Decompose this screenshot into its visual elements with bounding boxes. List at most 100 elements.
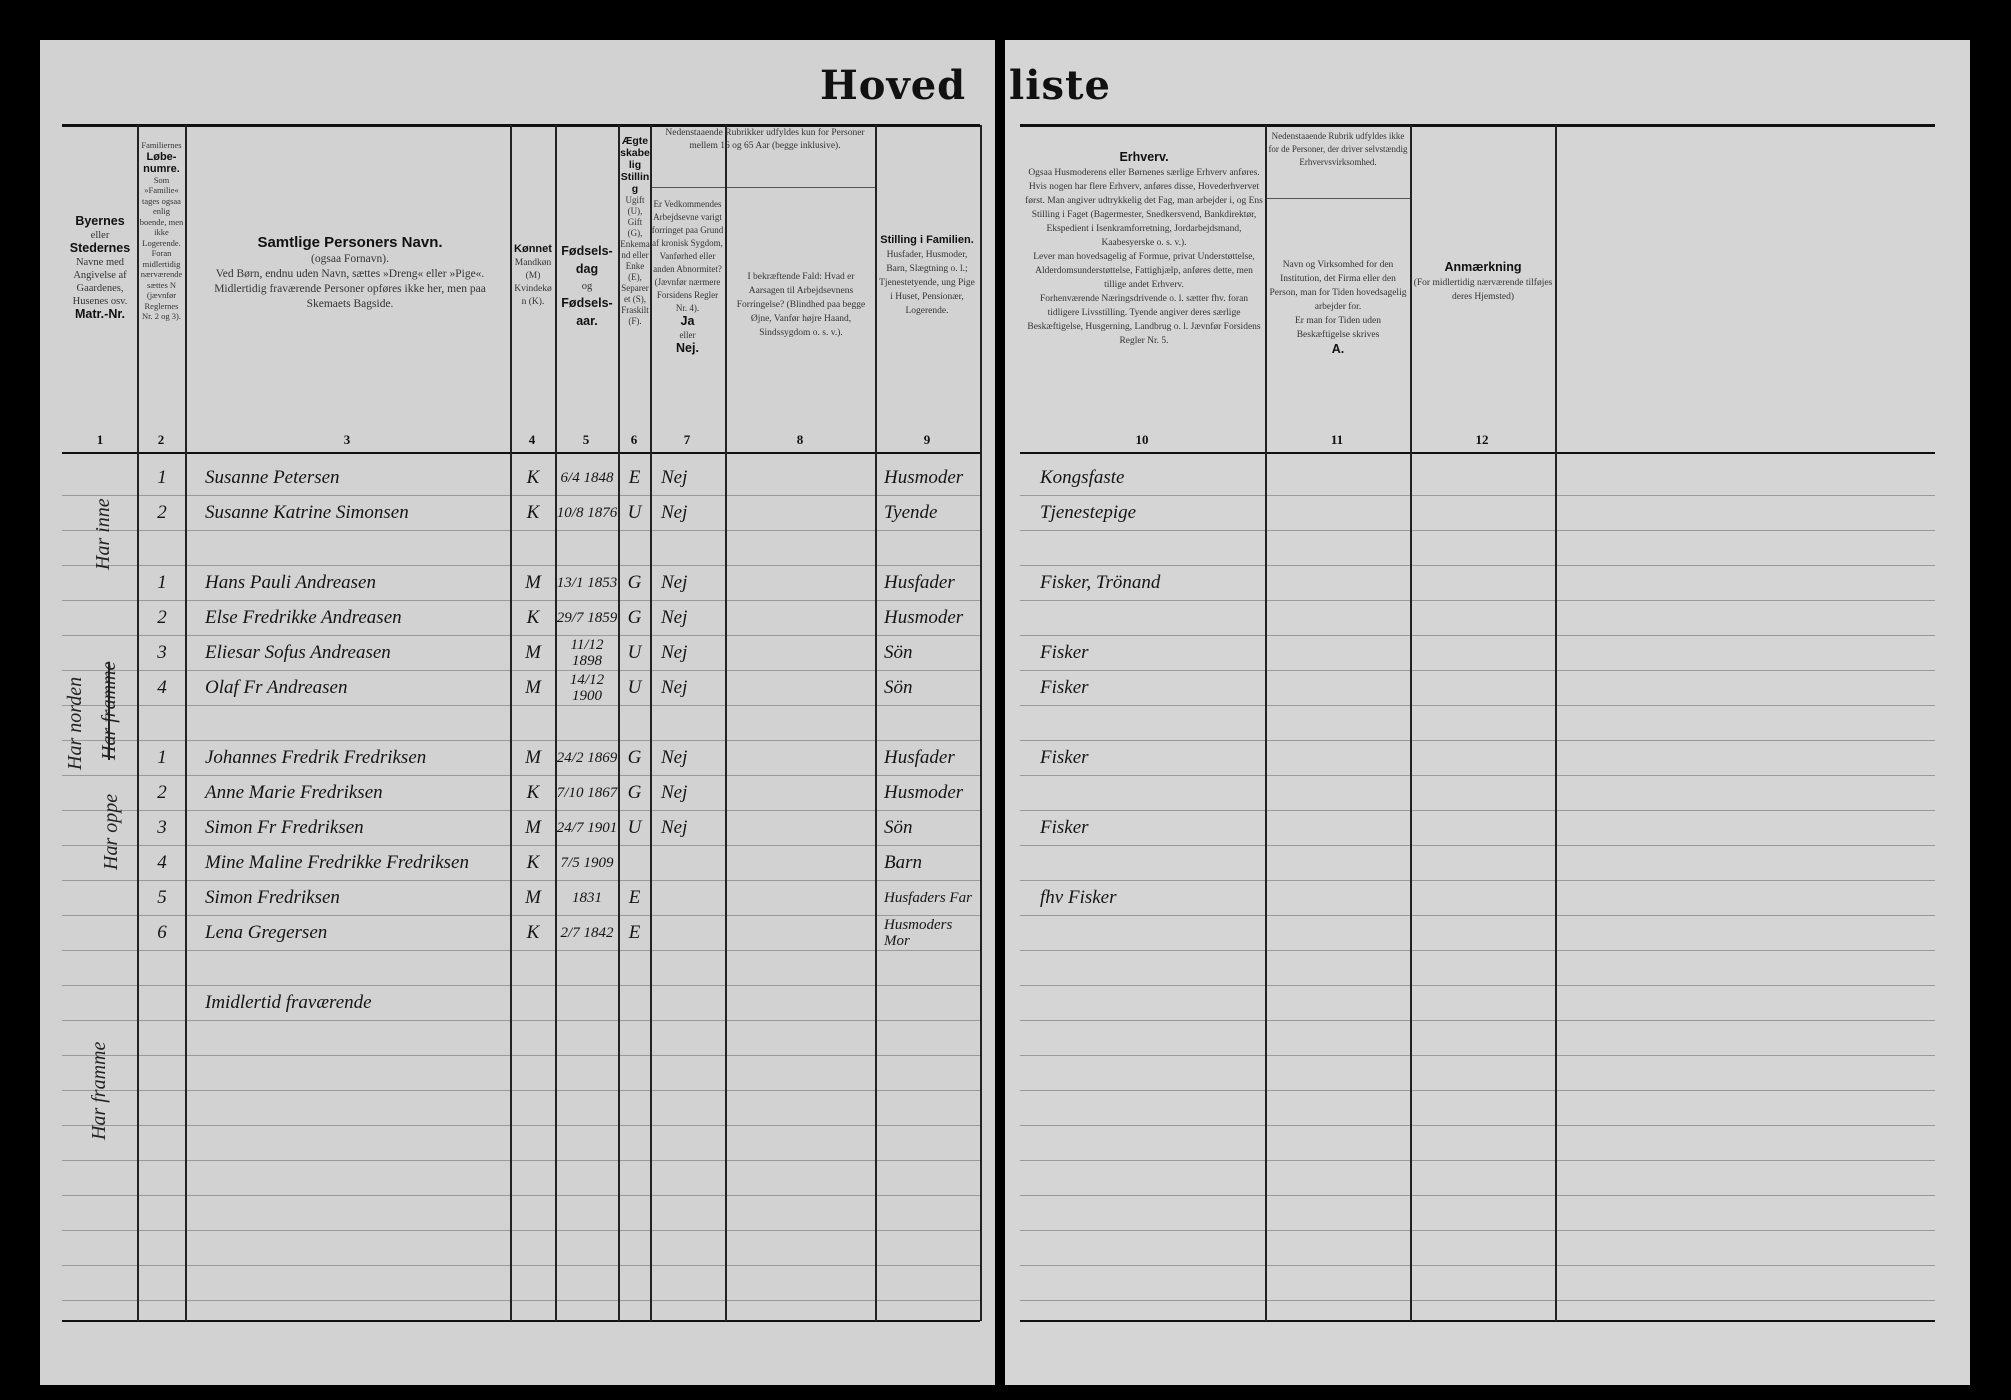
cell-born: 7/10 1867	[556, 784, 618, 801]
column-divider	[555, 125, 557, 1321]
header-col4: Kønnet Mandkøn (M) Kvindekøn (K).	[514, 243, 552, 307]
column-divider	[980, 125, 982, 1321]
header-col7: Er Vedkommendes Arbejdsevne varigt forri…	[651, 199, 724, 355]
column-divider	[725, 125, 727, 1321]
column-divider	[137, 125, 139, 1321]
cell-disabled: Nej	[661, 607, 688, 628]
row-line	[1020, 495, 1935, 496]
margin-note: Har inne	[92, 498, 114, 570]
column-divider	[875, 125, 877, 1321]
row-line	[1020, 1090, 1935, 1091]
row-line	[62, 1020, 980, 1021]
row-line	[62, 775, 980, 776]
column-divider	[185, 125, 187, 1321]
row-line	[62, 530, 980, 531]
cell-role: Husmoder	[884, 467, 964, 488]
cell-nr: 2	[157, 782, 167, 803]
row-line	[62, 635, 980, 636]
header-bottom-rule	[1020, 452, 1935, 454]
cell-role: Sön	[884, 677, 913, 698]
top-rule	[1020, 124, 1935, 127]
row-line	[62, 845, 980, 846]
cell-nr: 3	[157, 817, 167, 838]
cell-name: Else Fredrikke Andreasen	[205, 607, 402, 628]
cell-name: Susanne Katrine Simonsen	[205, 502, 409, 523]
row-line	[1020, 565, 1935, 566]
column-divider	[1265, 125, 1267, 1321]
cell-disabled	[655, 845, 723, 880]
cell-occupation	[1030, 600, 1262, 635]
header-bottom-rule	[62, 452, 980, 454]
cell-sex: M	[525, 887, 541, 908]
cell-nr: 4	[157, 852, 167, 873]
row-line	[62, 915, 980, 916]
cell-name: Lena Gregersen	[205, 922, 328, 943]
cell-civil: U	[627, 677, 642, 698]
header-col5: Fødsels-dag og Fødsels-aar.	[561, 244, 613, 328]
cell-nr: 1	[157, 572, 167, 593]
cell-nr: 4	[157, 677, 167, 698]
cell-born: 14/12 1900	[569, 671, 605, 704]
row-line	[62, 1265, 980, 1266]
row-line	[1020, 530, 1935, 531]
cell-occupation: Fisker	[1040, 817, 1089, 838]
cell-role: Husmoder	[884, 782, 964, 803]
header-col2: Familiernes Løbe-numre. Som »Familie« tage…	[139, 140, 184, 321]
cell-born: 29/7 1859	[556, 609, 618, 626]
cell-nr: 2	[157, 607, 167, 628]
cell-name: Simon Fredriksen	[205, 887, 340, 908]
margin-note: Har framme	[88, 1041, 110, 1140]
row-line	[1020, 740, 1935, 741]
cell-sex: K	[526, 607, 540, 628]
cell-occupation: fhv Fisker	[1040, 887, 1117, 908]
cell-civil: G	[627, 782, 642, 803]
column-number: 9	[923, 432, 931, 447]
cell-nr: 6	[157, 922, 167, 943]
cell-occupation: Fisker	[1040, 677, 1089, 698]
cell-nr: 1	[157, 467, 167, 488]
row-line	[1020, 1230, 1935, 1231]
cell-disabled: Nej	[661, 817, 688, 838]
cell-sex: M	[525, 572, 541, 593]
row-line	[62, 985, 980, 986]
cell-occupation	[1030, 845, 1262, 880]
row-line	[1020, 600, 1935, 601]
cell-civil: E	[628, 922, 641, 943]
cell-civil	[619, 845, 650, 880]
cell-born: 7/5 1909	[560, 854, 614, 871]
cell-disabled: Nej	[661, 782, 688, 803]
cell-born: 24/7 1901	[556, 819, 618, 836]
cell-born: 1831	[572, 889, 602, 906]
cell-civil: U	[627, 642, 642, 663]
cell-role: Husfader	[884, 572, 955, 593]
row-line	[1020, 845, 1935, 846]
column-divider	[650, 125, 652, 1321]
cell-disabled: Nej	[661, 467, 688, 488]
cell-sex: K	[526, 782, 540, 803]
column-number: 1	[96, 432, 104, 447]
cell-civil: U	[627, 502, 642, 523]
cell-sex: K	[526, 922, 540, 943]
row-line	[1020, 880, 1935, 881]
cell-born: 11/12 1898	[570, 636, 604, 669]
cell-role: Sön	[884, 642, 913, 663]
column-divider	[618, 125, 620, 1321]
cell-civil: G	[627, 747, 642, 768]
row-line	[62, 495, 980, 496]
row-line	[1020, 635, 1935, 636]
row-line	[62, 705, 980, 706]
cell-born: 10/8 1876	[556, 504, 618, 521]
row-line	[1020, 1160, 1935, 1161]
header-col9: Stilling i Familien. Husfader, Husmoder, …	[879, 234, 975, 316]
row-line	[62, 1195, 980, 1196]
cell-civil: E	[628, 887, 641, 908]
cell-disabled	[655, 915, 723, 950]
margin-note: Har norden	[64, 676, 86, 770]
column-divider	[1410, 125, 1412, 1321]
cell-role: Sön	[884, 817, 913, 838]
row-line	[1020, 1265, 1935, 1266]
row-line	[1020, 1195, 1935, 1196]
cell-name: Eliesar Sofus Andreasen	[205, 642, 391, 663]
header-col11-note: Nedenstaaende Rubrik udfyldes ikke for d…	[1268, 131, 1408, 167]
row-line	[62, 950, 980, 951]
